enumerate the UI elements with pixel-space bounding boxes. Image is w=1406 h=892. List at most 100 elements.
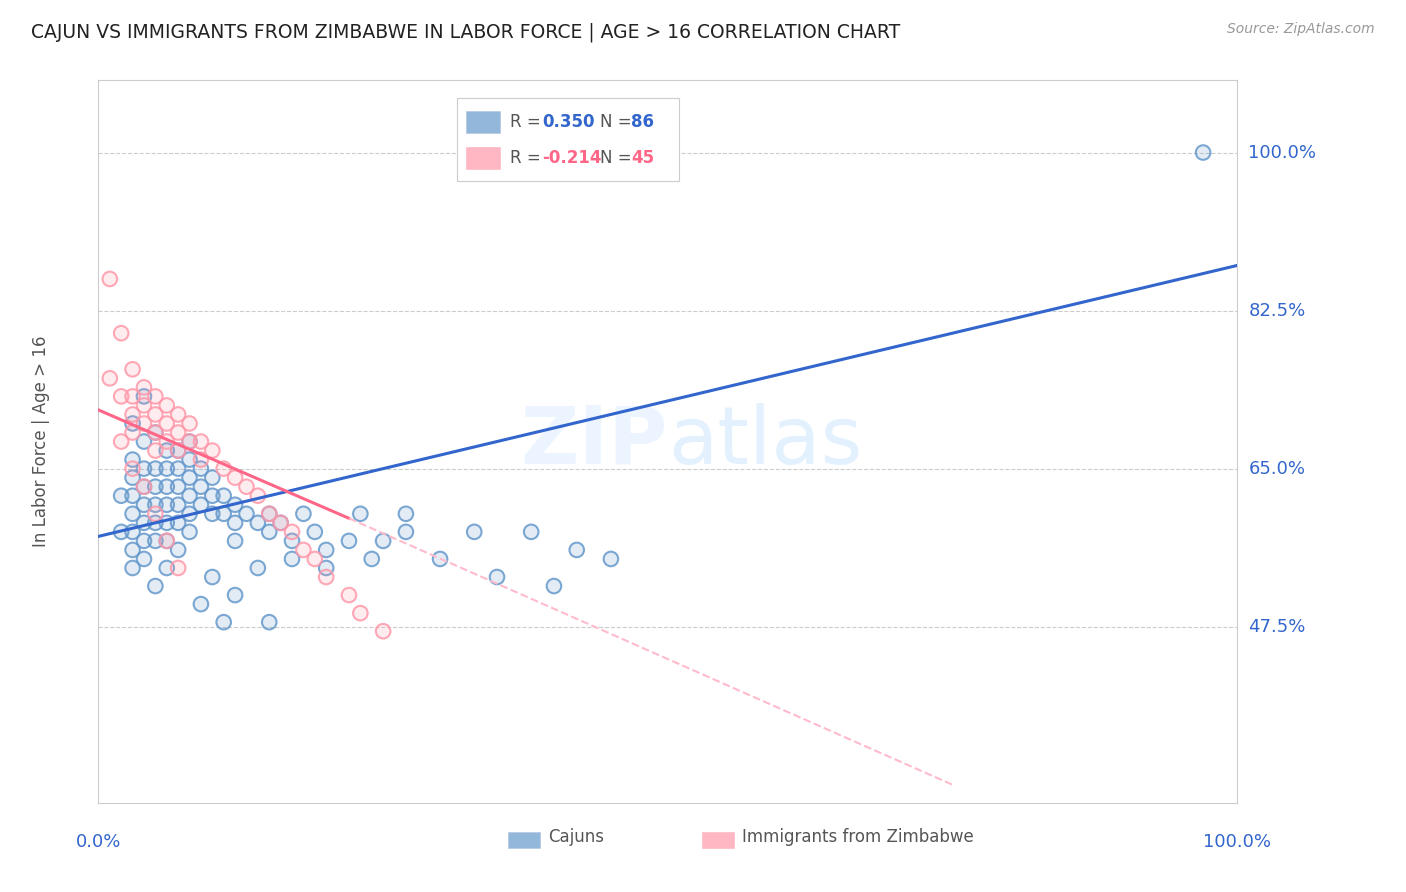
- Point: [132, 480, 155, 494]
- Text: R =: R =: [509, 113, 546, 131]
- Point: [224, 516, 246, 530]
- Point: [224, 498, 246, 512]
- Point: [179, 452, 201, 467]
- Point: [224, 588, 246, 602]
- Point: [235, 507, 257, 521]
- Point: [395, 524, 418, 539]
- Point: [156, 434, 179, 449]
- Point: [132, 434, 155, 449]
- Point: [156, 480, 179, 494]
- Point: [190, 498, 212, 512]
- Point: [315, 542, 337, 557]
- Point: [132, 380, 155, 394]
- Point: [190, 434, 212, 449]
- Point: [121, 489, 143, 503]
- Point: [190, 461, 212, 475]
- Point: [395, 524, 418, 539]
- Point: [121, 507, 143, 521]
- Text: 100.0%: 100.0%: [1249, 144, 1316, 161]
- Point: [201, 443, 224, 458]
- Point: [110, 489, 132, 503]
- Point: [304, 524, 326, 539]
- Point: [110, 326, 132, 341]
- Text: R =: R =: [509, 149, 546, 168]
- Point: [337, 588, 360, 602]
- Point: [121, 461, 143, 475]
- Point: [121, 425, 143, 440]
- Point: [132, 533, 155, 548]
- Point: [292, 507, 315, 521]
- Point: [156, 443, 179, 458]
- Point: [179, 489, 201, 503]
- Point: [190, 597, 212, 611]
- Point: [167, 542, 190, 557]
- Point: [121, 452, 143, 467]
- Point: [121, 507, 143, 521]
- Point: [132, 434, 155, 449]
- Point: [224, 588, 246, 602]
- Point: [167, 425, 190, 440]
- Point: [132, 480, 155, 494]
- Point: [179, 434, 201, 449]
- Point: [121, 561, 143, 575]
- Point: [259, 507, 281, 521]
- Point: [156, 434, 179, 449]
- Point: [179, 489, 201, 503]
- Point: [145, 408, 167, 422]
- Text: Immigrants from Zimbabwe: Immigrants from Zimbabwe: [742, 829, 973, 847]
- Point: [179, 524, 201, 539]
- Point: [132, 480, 155, 494]
- Point: [212, 461, 235, 475]
- Point: [270, 516, 292, 530]
- Point: [281, 533, 304, 548]
- Point: [1192, 145, 1215, 160]
- Point: [121, 408, 143, 422]
- Bar: [702, 831, 734, 847]
- Point: [167, 498, 190, 512]
- Point: [167, 516, 190, 530]
- Point: [179, 434, 201, 449]
- Point: [132, 389, 155, 403]
- Point: [156, 417, 179, 431]
- Point: [520, 524, 543, 539]
- Point: [315, 570, 337, 584]
- Point: [145, 425, 167, 440]
- Point: [201, 570, 224, 584]
- Point: [167, 498, 190, 512]
- Point: [292, 507, 315, 521]
- Point: [224, 498, 246, 512]
- Point: [132, 498, 155, 512]
- Bar: [467, 112, 501, 133]
- Text: 0.0%: 0.0%: [76, 833, 121, 851]
- Point: [156, 533, 179, 548]
- Text: 47.5%: 47.5%: [1249, 617, 1306, 636]
- Point: [201, 507, 224, 521]
- Point: [167, 408, 190, 422]
- Point: [132, 533, 155, 548]
- Point: [145, 480, 167, 494]
- Point: [156, 516, 179, 530]
- Point: [145, 516, 167, 530]
- Text: N =: N =: [599, 149, 637, 168]
- Point: [212, 507, 235, 521]
- Point: [395, 507, 418, 521]
- Point: [145, 443, 167, 458]
- Point: [167, 461, 190, 475]
- Point: [281, 524, 304, 539]
- Point: [156, 398, 179, 412]
- Point: [156, 533, 179, 548]
- Text: 86: 86: [631, 113, 654, 131]
- Point: [235, 480, 257, 494]
- Point: [121, 461, 143, 475]
- Point: [224, 516, 246, 530]
- Point: [179, 471, 201, 485]
- Point: [565, 542, 588, 557]
- Point: [371, 533, 394, 548]
- Text: N =: N =: [599, 113, 637, 131]
- Point: [429, 552, 451, 566]
- Point: [292, 542, 315, 557]
- Point: [132, 417, 155, 431]
- Point: [371, 624, 394, 639]
- Point: [315, 542, 337, 557]
- Point: [156, 516, 179, 530]
